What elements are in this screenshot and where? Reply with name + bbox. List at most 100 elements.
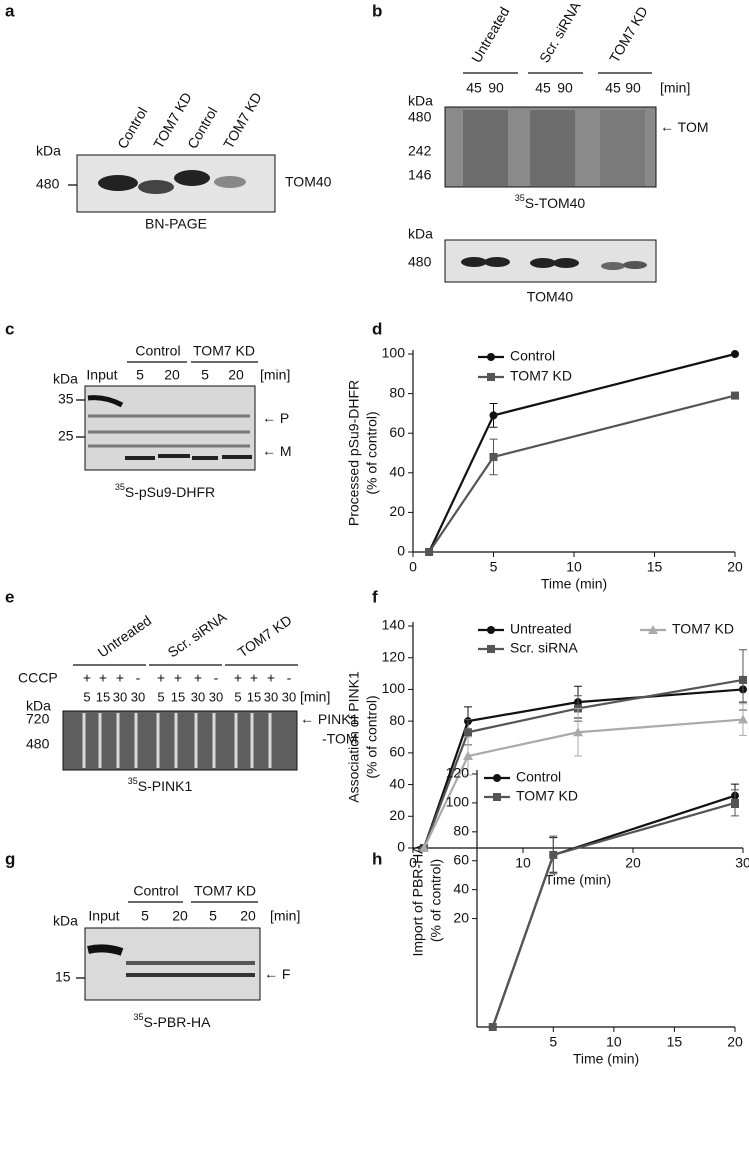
series-line <box>423 718 744 849</box>
input-label: Input <box>86 367 117 383</box>
kda-label: kDa <box>408 226 433 242</box>
series-line <box>428 394 736 553</box>
marker-label: 25 <box>58 428 74 444</box>
time-label: 45 <box>535 80 551 96</box>
arrow-text: TOM <box>678 119 709 135</box>
arrow-text: PINK1 <box>318 711 359 727</box>
sign: + <box>157 670 165 686</box>
band <box>553 258 579 268</box>
group-label: TOM7 KD <box>235 612 295 661</box>
x-tick-label: 10 <box>606 1034 622 1050</box>
time-label: 15 <box>171 689 185 704</box>
group-label: TOM7 KD <box>193 343 255 359</box>
time-label: 90 <box>625 80 641 96</box>
band <box>214 176 246 188</box>
y-tick-label: 80 <box>389 384 405 400</box>
legend-label: TOM7 KD <box>672 621 734 637</box>
treatment-label: CCCP <box>18 670 58 686</box>
time-label: 20 <box>240 908 256 924</box>
marker-label: 720 <box>26 711 50 727</box>
time-label: 15 <box>247 689 261 704</box>
kda-label: kDa <box>408 93 433 109</box>
time-label: 45 <box>605 80 621 96</box>
panel-letter: b <box>372 1 382 20</box>
band <box>98 175 138 191</box>
point <box>489 411 498 420</box>
x-tick-label: 10 <box>566 559 582 575</box>
time-label: 5 <box>136 367 144 383</box>
point <box>493 793 501 801</box>
point <box>738 714 748 724</box>
time-unit: [min] <box>300 689 330 705</box>
x-tick-label: 0 <box>409 855 417 871</box>
point <box>488 1023 497 1031</box>
series-line <box>422 678 744 849</box>
y-axis-label: (% of control) <box>364 411 380 494</box>
group-label: Scr. siRNA <box>165 608 230 660</box>
x-axis-label: Time (min) <box>545 872 611 888</box>
caption: 35S-TOM40 <box>515 193 586 210</box>
marker-label: 146 <box>408 167 432 183</box>
time-label: 20 <box>172 908 188 924</box>
y-tick-label: 100 <box>382 680 406 696</box>
y-tick-label: 100 <box>446 794 470 810</box>
y-tick-label: 20 <box>389 503 405 519</box>
arrow-label: ← P <box>262 410 289 426</box>
kda-label: kDa <box>53 371 78 387</box>
time-label: 90 <box>488 80 504 96</box>
group-label: Scr. siRNA <box>536 0 584 65</box>
legend-label: TOM7 KD <box>510 368 572 384</box>
legend-label: Scr. siRNA <box>510 640 578 656</box>
y-tick-label: 80 <box>389 712 405 728</box>
arrow-label: -TOM <box>322 731 358 747</box>
series-line <box>422 688 744 849</box>
series-line <box>491 794 736 1028</box>
time-label: 15 <box>96 689 110 704</box>
legend-label: Control <box>510 348 555 364</box>
x-tick-label: 15 <box>647 559 663 575</box>
lane-label: TOM7 KD <box>220 90 265 152</box>
time-label: 45 <box>466 80 482 96</box>
marker-label: 480 <box>408 109 432 125</box>
time-label: 20 <box>164 367 180 383</box>
point <box>464 728 472 737</box>
caption: 35S-PINK1 <box>128 776 193 793</box>
band <box>174 170 210 186</box>
panel-letter: a <box>5 1 15 20</box>
point <box>731 350 739 358</box>
y-tick-label: 20 <box>453 909 469 925</box>
group-label: TOM7 KD <box>606 4 651 66</box>
caption-text: S-PINK1 <box>138 778 193 794</box>
arrow-text: P <box>280 410 289 426</box>
caption: TOM40 <box>527 289 574 305</box>
x-tick-label: 20 <box>625 855 641 871</box>
sign: - <box>214 670 219 686</box>
y-tick-label: 40 <box>453 880 469 896</box>
point <box>489 452 498 461</box>
marker-label: 480 <box>26 736 50 752</box>
group-label: Untreated <box>95 612 155 660</box>
isotope: 35 <box>134 1012 144 1022</box>
x-tick-label: 10 <box>515 855 531 871</box>
group-label: Control <box>135 343 180 359</box>
time-label: 5 <box>83 689 90 704</box>
arrow-text: M <box>280 443 292 459</box>
point <box>487 626 495 634</box>
time-label: 20 <box>228 367 244 383</box>
kda-label: kDa <box>53 913 78 929</box>
sign: + <box>83 670 91 686</box>
time-label: 90 <box>557 80 573 96</box>
time-label: 30 <box>191 689 205 704</box>
sign: + <box>174 670 182 686</box>
y-tick-label: 40 <box>389 775 405 791</box>
marker-label: 35 <box>58 391 74 407</box>
arrow-label: ← PINK1 <box>300 711 359 727</box>
y-tick-label: 120 <box>446 765 470 781</box>
x-tick-label: 5 <box>490 559 498 575</box>
y-tick-label: 100 <box>382 345 406 361</box>
point <box>731 391 739 400</box>
group-label: Control <box>133 883 178 899</box>
point <box>463 751 473 761</box>
series-line <box>428 352 736 553</box>
